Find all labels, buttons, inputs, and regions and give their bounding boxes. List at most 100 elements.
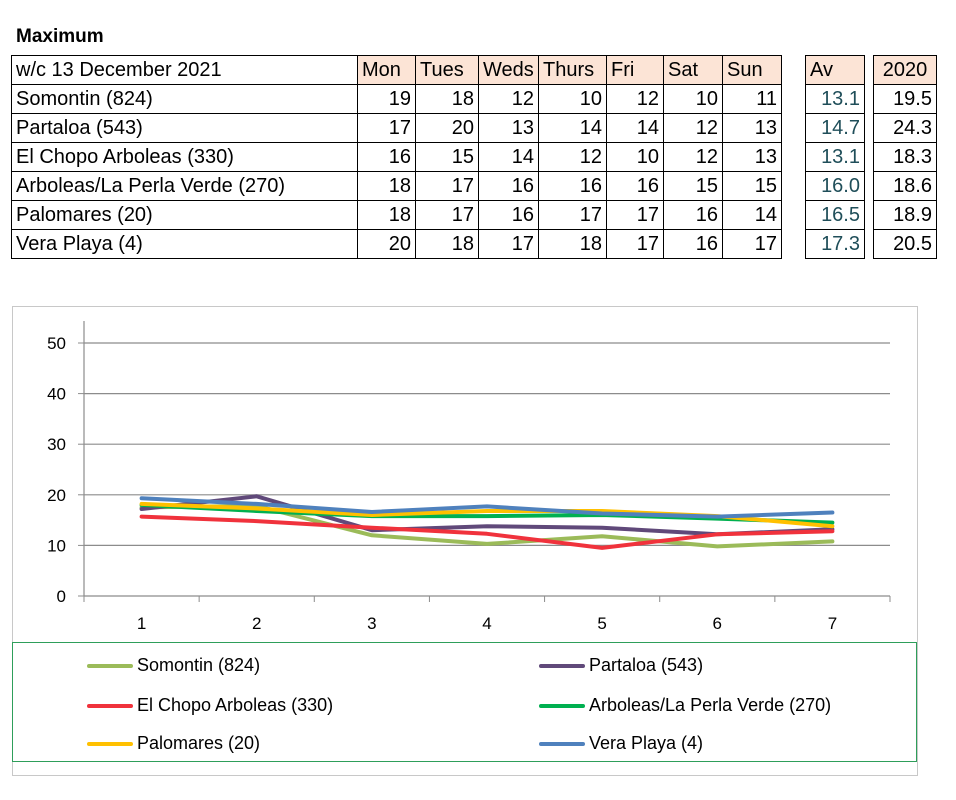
legend-swatch	[87, 703, 133, 708]
av-row: 17.3	[805, 229, 865, 259]
year-row: 18.9	[873, 200, 937, 230]
year-2020-table: 2020 19.5 24.3 18.3 18.6 18.9 20.5	[873, 55, 937, 259]
table-row: El Chopo Arboleas (330) 16 15 14 12 10 12 13	[11, 142, 782, 172]
temperature-cell: 17	[357, 113, 416, 143]
year-2020-cell: 18.9	[873, 200, 937, 230]
station-name: El Chopo Arboleas (330)	[11, 142, 358, 172]
year-row: 18.6	[873, 171, 937, 201]
legend-entry: Somontin (824)	[87, 655, 260, 676]
x-tick-label: 4	[482, 614, 491, 633]
x-tick-label: 2	[252, 614, 261, 633]
average-cell: 16.5	[805, 200, 865, 230]
year-row: 18.3	[873, 142, 937, 172]
temperature-cell: 12	[538, 142, 607, 172]
temperature-cell: 16	[478, 171, 539, 201]
legend-swatch	[87, 741, 133, 746]
year-2020-cell: 18.6	[873, 171, 937, 201]
temperature-cell: 10	[538, 84, 607, 114]
day-header: Weds	[478, 55, 539, 85]
temperature-cell: 13	[722, 142, 782, 172]
average-cell: 13.1	[805, 84, 865, 114]
day-header: Sun	[722, 55, 782, 85]
table-row: Partaloa (543) 17 20 13 14 14 12 13	[11, 113, 782, 143]
temperature-cell: 18	[538, 229, 607, 259]
temperature-cell: 15	[663, 171, 723, 201]
temperature-cell: 17	[538, 200, 607, 230]
legend-label: Palomares (20)	[137, 733, 261, 753]
average-table: Av 13.1 14.7 13.1 16.0 16.5 17.3	[805, 55, 865, 259]
day-header: Mon	[357, 55, 416, 85]
series-line	[139, 514, 835, 550]
table-title: Maximum	[16, 26, 104, 47]
x-tick-label: 3	[367, 614, 376, 633]
station-name: Arboleas/La Perla Verde (270)	[11, 171, 358, 201]
legend-swatch	[539, 663, 585, 668]
day-header: Sat	[663, 55, 723, 85]
year-row: 19.5	[873, 84, 937, 114]
table-header-row: w/c 13 December 2021 Mon Tues Weds Thurs Fri S…	[11, 55, 782, 85]
temperature-cell: 16	[606, 171, 664, 201]
station-name: Vera Playa (4)	[11, 229, 358, 259]
temperature-cell: 17	[722, 229, 782, 259]
legend-label: Partaloa (543)	[589, 655, 704, 675]
temperature-cell: 12	[663, 142, 723, 172]
y-tick-label: 40	[47, 385, 66, 404]
series-line	[139, 502, 835, 525]
temperature-cell: 14	[722, 200, 782, 230]
legend-entry: Palomares (20)	[87, 733, 260, 754]
temperature-cell: 18	[415, 229, 479, 259]
legend-label: El Chopo Arboleas (330)	[137, 695, 334, 715]
x-tick-label: 6	[713, 614, 722, 633]
temperature-cell: 16	[478, 200, 539, 230]
temperature-cell: 17	[415, 171, 479, 201]
temperature-cell: 10	[606, 142, 664, 172]
year-header-row: 2020	[873, 55, 937, 85]
y-tick-label: 30	[47, 435, 66, 454]
legend-label: Somontin (824)	[137, 655, 261, 675]
year-2020-cell: 20.5	[873, 229, 937, 259]
temperature-cell: 16	[663, 200, 723, 230]
x-tick-label: 1	[137, 614, 146, 633]
year-2020-cell: 19.5	[873, 84, 937, 114]
temperature-cell: 17	[606, 229, 664, 259]
legend-swatch	[539, 703, 585, 708]
legend-swatch	[539, 741, 585, 746]
series-line	[139, 496, 835, 519]
legend-label: Vera Playa (4)	[589, 733, 704, 753]
legend-label: Arboleas/La Perla Verde (270)	[589, 695, 832, 715]
temperature-cell: 14	[538, 113, 607, 143]
table-row: Vera Playa (4) 20 18 17 18 17 16 17	[11, 229, 782, 259]
av-row: 14.7	[805, 113, 865, 143]
legend-entry: Arboleas/La Perla Verde (270)	[539, 695, 831, 716]
x-tick-label: 7	[828, 614, 837, 633]
average-cell: 17.3	[805, 229, 865, 259]
y-tick-label: 50	[47, 334, 66, 353]
average-cell: 14.7	[805, 113, 865, 143]
legend: Somontin (824) Partaloa (543) El Chopo Arb…	[12, 642, 917, 762]
maximum-table: w/c 13 December 2021 Mon Tues Weds Thurs Fri S…	[11, 55, 782, 259]
temperature-cell: 11	[722, 84, 782, 114]
year-row: 20.5	[873, 229, 937, 259]
table-row: Palomares (20) 18 17 16 17 17 16 14	[11, 200, 782, 230]
temperature-cell: 12	[478, 84, 539, 114]
legend-swatch	[87, 663, 133, 668]
temperature-cell: 15	[415, 142, 479, 172]
temperature-cell: 17	[478, 229, 539, 259]
temperature-cell: 16	[663, 229, 723, 259]
year-2020-cell: 18.3	[873, 142, 937, 172]
y-tick-label: 20	[47, 486, 66, 505]
temperature-cell: 14	[478, 142, 539, 172]
day-header: Thurs	[538, 55, 607, 85]
legend-entry: El Chopo Arboleas (330)	[87, 695, 333, 716]
legend-entry: Partaloa (543)	[539, 655, 703, 676]
legend-entry: Vera Playa (4)	[539, 733, 703, 754]
y-tick-label: 0	[57, 587, 66, 606]
y-tick-label: 10	[47, 536, 66, 555]
temperature-cell: 17	[415, 200, 479, 230]
day-header: Tues	[415, 55, 479, 85]
temperature-cell: 20	[357, 229, 416, 259]
av-row: 16.5	[805, 200, 865, 230]
chart-frame	[12, 306, 918, 776]
